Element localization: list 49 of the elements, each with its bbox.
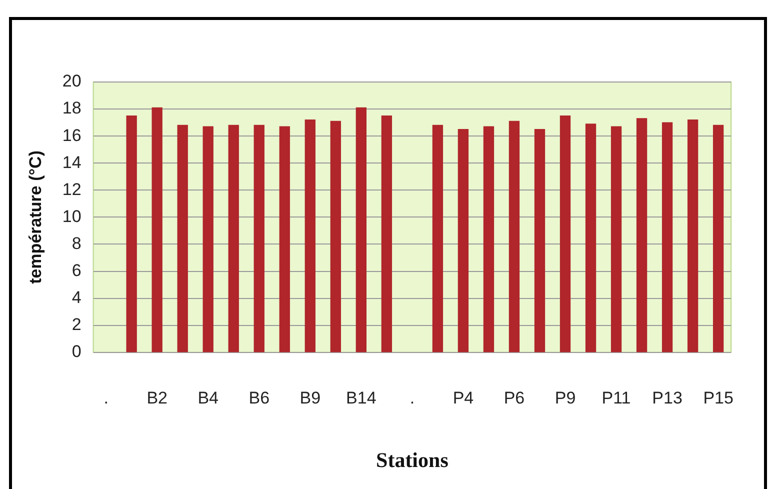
x-tick-label: P11 xyxy=(602,388,631,408)
y-tick-label: 18 xyxy=(62,98,82,118)
x-tick-label: B4 xyxy=(198,388,219,408)
bar xyxy=(585,124,596,352)
bar xyxy=(126,115,137,352)
bar xyxy=(228,124,239,352)
bar xyxy=(458,128,469,352)
y-axis-title: température (°C) xyxy=(26,150,45,284)
bar xyxy=(279,126,290,352)
y-tick-label: 14 xyxy=(62,152,82,172)
bar xyxy=(636,118,648,352)
bar xyxy=(381,115,392,352)
x-tick-label: P9 xyxy=(554,388,576,408)
x-tick-label: P13 xyxy=(652,388,682,408)
bar xyxy=(483,126,494,352)
y-tick-label: 4 xyxy=(72,288,82,308)
x-tick-label: P6 xyxy=(504,388,525,408)
bar xyxy=(712,124,724,352)
x-tick-label: B9 xyxy=(300,388,321,408)
bar xyxy=(304,120,316,352)
bar xyxy=(177,124,188,352)
y-tick-label: 20 xyxy=(62,72,82,91)
x-tick-label: B6 xyxy=(248,388,270,408)
y-tick-label: 12 xyxy=(62,180,82,199)
bar xyxy=(687,120,698,352)
x-tick-label: P15 xyxy=(703,388,734,408)
bar xyxy=(254,124,264,352)
bar xyxy=(356,107,366,352)
bar xyxy=(662,122,673,352)
y-tick-label: 6 xyxy=(72,260,82,280)
y-tick-label: 0 xyxy=(72,342,82,362)
bar xyxy=(610,126,622,352)
bar xyxy=(508,120,520,352)
y-tick-label: 2 xyxy=(72,315,82,334)
x-tick-label: . xyxy=(410,388,415,408)
bar xyxy=(152,107,162,352)
bar xyxy=(534,128,546,352)
x-tick-label: P4 xyxy=(452,388,474,408)
x-tick-label: B14 xyxy=(346,388,376,408)
bar xyxy=(330,120,341,352)
x-tick-label: . xyxy=(104,388,108,408)
y-tick-label: 10 xyxy=(62,206,82,226)
bar xyxy=(560,115,571,352)
bar xyxy=(432,124,444,352)
y-tick-label: 16 xyxy=(62,126,82,145)
x-axis-title: Stations xyxy=(376,448,448,472)
bar xyxy=(202,126,214,352)
x-tick-label: B2 xyxy=(146,388,168,408)
y-tick-label: 8 xyxy=(72,234,82,253)
